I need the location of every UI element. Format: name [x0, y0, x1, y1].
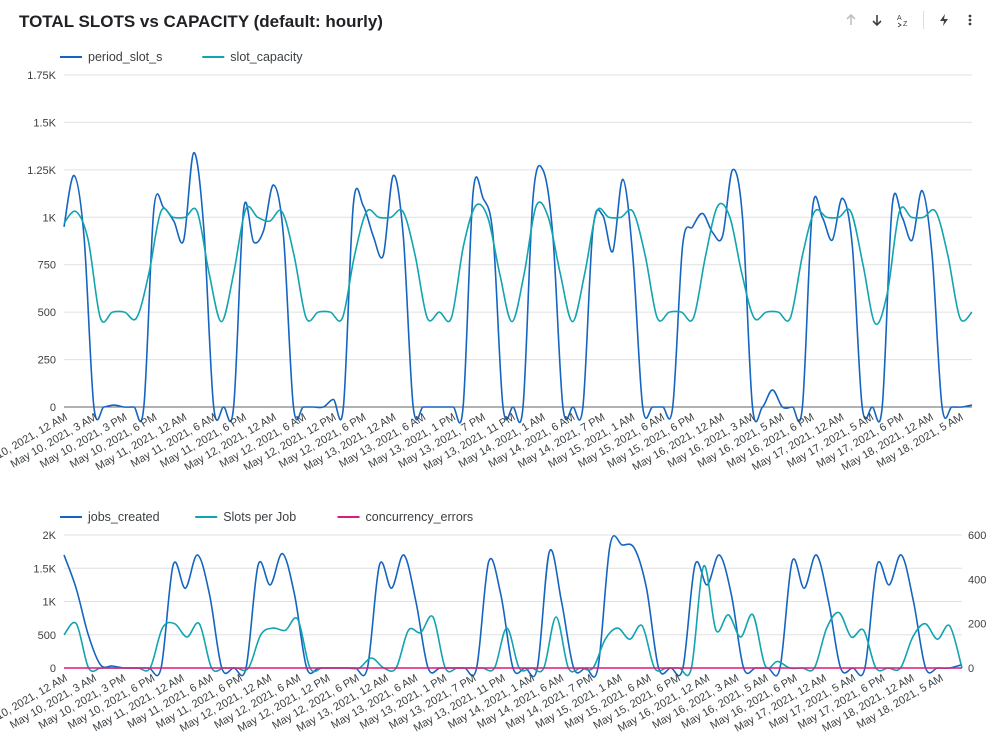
chart2-legend-label[interactable]: Slots per Job — [223, 510, 296, 524]
chart-title: TOTAL SLOTS vs CAPACITY (default: hourly… — [19, 12, 383, 31]
chart2-y-tick-label: 1K — [43, 597, 57, 609]
chart1-legend-label[interactable]: period_slot_s — [88, 50, 162, 64]
chart1-series-slot-capacity-line — [63, 201, 973, 326]
chart1-y-tick-label: 1.5K — [33, 117, 56, 129]
arrow-down-icon[interactable] — [867, 10, 887, 30]
chart1-series-period-slot-s-line — [63, 151, 973, 424]
chart1-y-tick-label: 1.25K — [27, 165, 56, 177]
chart1-y-tick-label: 1K — [43, 212, 57, 224]
jobs-and-slots-per-job-chart: 0 500 1K 1.5K 2K 0 200 400 600 jobs_created Slots … — [0, 510, 986, 735]
chart2-y-tick-label: 0 — [50, 663, 56, 675]
chart2-y2-tick-label: 400 — [968, 574, 986, 586]
more-vert-icon[interactable] — [960, 10, 980, 30]
chart2-y-tick-label: 2K — [43, 530, 57, 542]
chart2-series-slots-per-job-line — [63, 565, 963, 677]
chart1-y-tick-label: 1.75K — [27, 70, 56, 82]
chart1-y-tick-label: 0 — [50, 402, 56, 414]
slots-vs-capacity-chart: 0 250 500 750 1K 1.25K 1.5K 1.75K period_slot_s s… — [0, 50, 973, 470]
chart2-y2-tick-label: 200 — [968, 619, 986, 631]
chart2-y-tick-label: 500 — [38, 630, 56, 642]
chart1-y-tick-label: 750 — [38, 260, 56, 272]
chart1-y-tick-label: 500 — [38, 307, 56, 319]
toolbar-divider — [923, 11, 924, 29]
bolt-icon[interactable] — [934, 10, 954, 30]
arrow-up-icon[interactable] — [841, 10, 861, 30]
chart-toolbar: A Z — [841, 10, 980, 30]
chart2-y2-tick-label: 0 — [968, 663, 974, 675]
svg-text:Z: Z — [903, 21, 908, 28]
chart2-y2-tick-label: 600 — [968, 530, 986, 542]
chart2-legend-label[interactable]: concurrency_errors — [366, 510, 474, 524]
chart2-legend-label[interactable]: jobs_created — [87, 510, 160, 524]
svg-text:A: A — [897, 15, 902, 22]
chart1-legend-label[interactable]: slot_capacity — [230, 50, 303, 64]
chart2-series-jobs-created-line — [63, 535, 963, 678]
sort-az-icon[interactable]: A Z — [893, 10, 913, 30]
chart2-y-tick-label: 1.5K — [33, 563, 56, 575]
chart1-y-tick-label: 250 — [38, 355, 56, 367]
